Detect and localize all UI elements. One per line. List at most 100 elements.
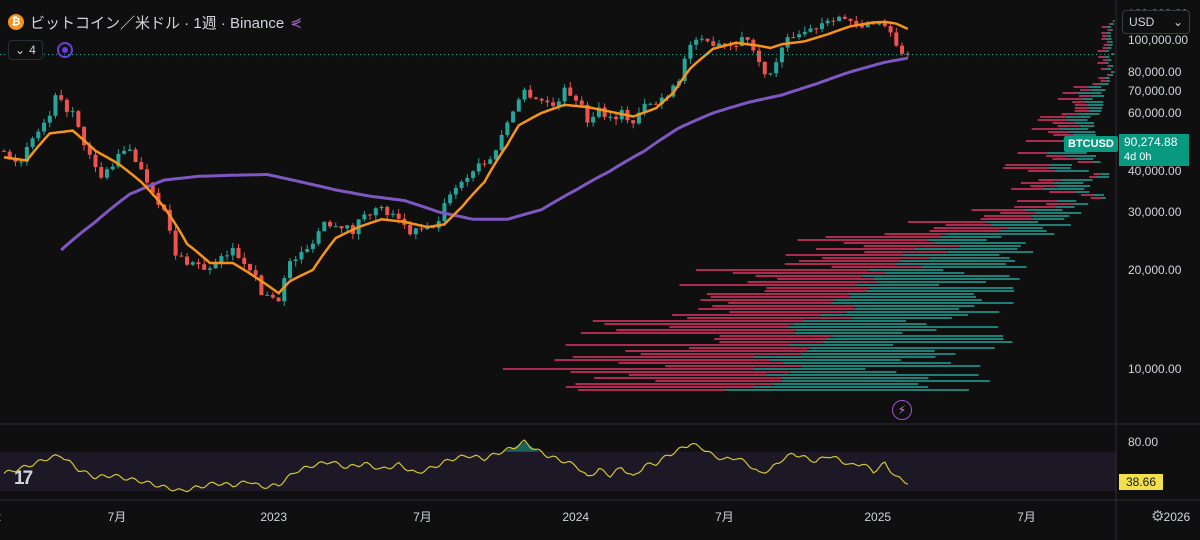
symbol-title[interactable]: ビットコイン／米ドル · 1週 · Binance: [30, 14, 285, 32]
volume-bar-down: [565, 386, 754, 388]
price-tick-label: 60,000.00: [1128, 106, 1182, 120]
candles: [2, 14, 910, 307]
volume-bar-up: [1034, 212, 1082, 214]
candle-down: [253, 270, 258, 276]
volume-bar-up: [1077, 92, 1102, 94]
candle-up: [774, 62, 779, 74]
candle-down: [894, 32, 899, 46]
tradingview-logo[interactable]: 17: [14, 468, 33, 489]
volume-bar-down: [1101, 32, 1107, 34]
volume-bar-down: [592, 320, 803, 322]
volume-bar-down: [1107, 29, 1111, 31]
candle-down: [871, 23, 876, 25]
candle-down: [545, 100, 550, 103]
volume-bar-up: [868, 287, 1014, 289]
candle-down: [408, 224, 413, 235]
volume-bar-down: [766, 287, 869, 289]
candle-down: [385, 206, 390, 215]
volume-bar-down: [884, 233, 947, 235]
volume-bar-up: [826, 338, 1004, 340]
volume-bar-down: [577, 389, 726, 391]
volume-bar-up: [1078, 113, 1100, 115]
volume-bar-up: [1055, 206, 1075, 208]
candle-up: [70, 111, 75, 113]
gear-icon[interactable]: ⚙: [1151, 508, 1165, 525]
volume-bar-down: [980, 218, 1033, 220]
volume-bar-up: [946, 233, 1055, 235]
time-tick-label: 2024: [562, 510, 589, 524]
lightning-icon[interactable]: ⚡: [892, 400, 912, 420]
price-tick-label: 80,000.00: [1128, 65, 1182, 79]
indicator-count: 4: [29, 43, 36, 57]
volume-bar-down: [784, 263, 895, 265]
candle-down: [654, 103, 659, 105]
candle-down: [722, 43, 727, 45]
volume-bar-up: [884, 272, 965, 274]
volume-bar-down: [1074, 107, 1089, 109]
volume-bar-down: [1046, 203, 1075, 205]
volume-bar-down: [843, 242, 935, 244]
candle-up: [345, 225, 350, 229]
volume-bar-up: [1107, 35, 1111, 37]
indicators-collapse-button[interactable]: ⌄ 4: [8, 40, 43, 60]
candle-up: [362, 214, 367, 220]
volume-bar-up: [894, 263, 1006, 265]
candle-down: [13, 159, 18, 162]
volume-bar-up: [1087, 104, 1104, 106]
volume-bar-up: [1092, 194, 1105, 196]
candle-up: [282, 278, 287, 302]
volume-bar-down: [700, 299, 835, 301]
candle-down: [888, 26, 893, 33]
price-tick-label: 30,000.00: [1128, 205, 1182, 219]
volume-bar-up: [1106, 26, 1112, 28]
time-tick-label: 2023: [260, 510, 287, 524]
candle-down: [579, 100, 584, 105]
candle-down: [64, 99, 69, 112]
candle-down: [247, 263, 252, 271]
candle-down: [202, 264, 207, 270]
chart-header: ₿ ビットコイン／米ドル · 1週 · Binance ⋞: [8, 10, 302, 34]
candle-up: [19, 161, 24, 163]
candle-up: [596, 107, 601, 117]
volume-bar-down: [1093, 173, 1101, 175]
volume-bar-up: [1081, 98, 1093, 100]
candle-down: [882, 22, 887, 27]
volume-bar-up: [772, 383, 919, 385]
candle-down: [528, 89, 533, 98]
volume-bar-up: [1079, 125, 1095, 127]
candle-down: [705, 38, 710, 42]
volume-bar-down: [777, 278, 874, 280]
volume-bar-up: [1099, 83, 1109, 85]
volume-bar-up: [1112, 71, 1115, 73]
candle-up: [562, 87, 567, 102]
candle-up: [516, 99, 521, 112]
candle-up: [608, 116, 613, 118]
candle-up: [293, 259, 298, 262]
volume-bar-down: [1100, 80, 1107, 82]
time-tick-label: 7月: [715, 510, 734, 524]
candle-up: [465, 177, 470, 182]
candle-up: [802, 31, 807, 35]
candle-up: [110, 166, 115, 170]
volume-bar-up: [1066, 155, 1097, 157]
volume-bar-down: [983, 215, 1031, 217]
volume-bar-up: [853, 305, 975, 307]
volume-bar-up: [1112, 53, 1115, 55]
volume-bar-up: [806, 350, 935, 352]
volume-bar-down: [1102, 47, 1108, 49]
volume-bar-down: [1103, 44, 1108, 46]
volume-bar-down: [1005, 164, 1050, 166]
share-icon[interactable]: ⋞: [290, 13, 302, 30]
volume-bar-up: [934, 242, 1026, 244]
volume-bar-down: [863, 245, 959, 247]
volume-bar-up: [902, 254, 1000, 256]
candle-up: [390, 213, 395, 215]
volume-bar-down: [1057, 125, 1080, 127]
chevron-down-icon: ⌄: [15, 43, 26, 57]
volume-bar-up: [725, 389, 969, 391]
currency-select[interactable]: USD ⌄: [1122, 10, 1190, 34]
sync-icon[interactable]: [56, 42, 73, 58]
volume-bar-up: [830, 302, 1014, 304]
candle-down: [831, 20, 836, 22]
